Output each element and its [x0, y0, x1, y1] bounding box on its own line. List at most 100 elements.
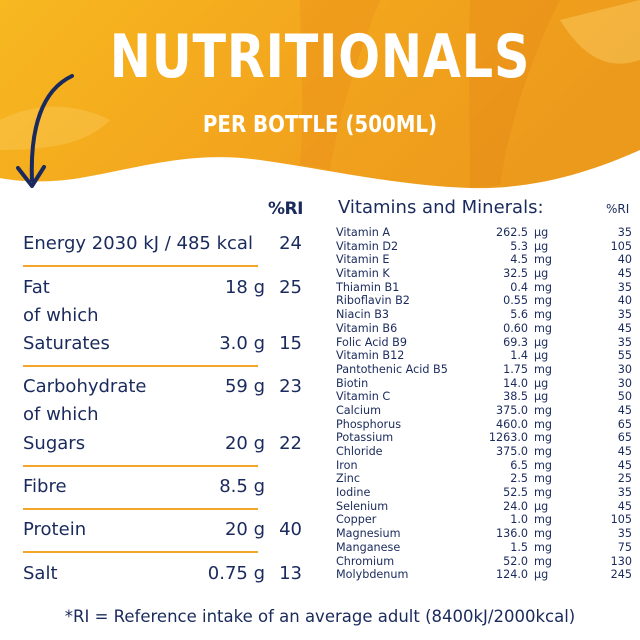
vitamin-value: 6.5: [510, 458, 528, 472]
vitamin-row: Magnesium 136.0 mg 35: [336, 527, 632, 541]
vitamin-row: Phosphorus 460.0 mg 65: [336, 418, 632, 432]
vitamin-row: Vitamin C 38.5 µg 50: [336, 390, 632, 404]
vitamin-unit: µg: [534, 239, 549, 253]
vitamin-ri: 45: [617, 267, 632, 281]
vitamin-unit: mg: [534, 486, 552, 500]
vitamin-ri: 245: [610, 568, 632, 582]
vitamin-name: Potassium: [336, 431, 394, 445]
curved-arrow-down-icon: [16, 74, 74, 188]
vitamin-unit: mg: [534, 294, 552, 308]
vitamin-unit: µg: [534, 390, 549, 404]
nutrient-ri: 15: [279, 333, 302, 354]
vitamin-ri: 105: [610, 239, 632, 253]
vitamin-name: Folic Acid B9: [336, 335, 407, 349]
vitamin-value: 1263.0: [488, 431, 528, 445]
nutrient-amount: 18 g: [224, 277, 265, 298]
vitamin-row: Vitamin K 32.5 µg 45: [336, 267, 632, 281]
vitamin-name: Vitamin K: [336, 267, 390, 281]
vitamin-value: 14.0: [503, 376, 528, 390]
vitamin-value: 136.0: [495, 527, 528, 541]
divider: [23, 365, 258, 367]
vitamin-ri: 35: [617, 486, 632, 500]
divider: [23, 465, 258, 467]
vitamin-ri: 45: [617, 403, 632, 417]
vitamin-unit: µg: [534, 568, 549, 582]
vitamins-minerals-list: Vitamin A 262.5 µg 35 Vitamin D2 5.3 µg 105 Vita…: [336, 226, 632, 582]
nutrient-ri: 40: [279, 519, 302, 540]
vitamin-row: Iron 6.5 mg 45: [336, 459, 632, 473]
vitamin-ri: 45: [617, 499, 632, 513]
vitamin-name: Selenium: [336, 499, 389, 513]
vitamin-name: Calcium: [336, 403, 382, 417]
nutrient-label: Sugars: [23, 433, 86, 454]
vitamin-value: 0.60: [503, 321, 528, 335]
vitamin-value: 32.5: [503, 267, 528, 281]
vitamin-name: Vitamin B6: [336, 321, 398, 335]
divider: [23, 551, 258, 553]
vitamin-unit: mg: [534, 253, 552, 267]
nutrition-row-saturates: Saturates 3.0 g 15: [23, 333, 305, 361]
nutrition-row-fat: Fat 18 g 25: [23, 277, 305, 305]
vitamin-value: 5.6: [510, 308, 528, 322]
nutrition-row-fibre: Fibre 8.5 g: [23, 476, 305, 504]
vitamin-row: Pantothenic Acid B5 1.75 mg 30: [336, 363, 632, 377]
vitamin-row: Vitamin B6 0.60 mg 45: [336, 322, 632, 336]
nutrient-label: Fibre: [23, 476, 67, 497]
nutrient-ri: 24: [279, 233, 302, 254]
vitamin-row: Riboflavin B2 0.55 mg 40: [336, 294, 632, 308]
vitamin-name: Copper: [336, 513, 377, 527]
vitamin-value: 38.5: [503, 390, 528, 404]
nutrient-amount: 0.75 g: [207, 563, 265, 584]
vitamin-value: 1.0: [510, 513, 528, 527]
vitamin-value: 375.0: [495, 445, 528, 458]
vitamin-name: Chloride: [336, 445, 383, 458]
divider: [23, 508, 258, 510]
vitamin-row: Vitamin D2 5.3 µg 105: [336, 240, 632, 254]
vitamin-ri: 130: [610, 554, 632, 568]
nutrient-ri: 13: [279, 563, 302, 584]
vitamin-unit: mg: [534, 527, 552, 541]
vitamin-unit: µg: [534, 349, 549, 363]
vitamin-value: 375.0: [495, 403, 528, 417]
vitamin-row: Manganese 1.5 mg 75: [336, 541, 632, 555]
vitamin-row: Vitamin B12 1.4 µg 55: [336, 349, 632, 363]
footnote: *RI = Reference intake of an average adu…: [64, 607, 576, 626]
divider: [23, 265, 258, 267]
vitamin-ri: 65: [617, 431, 632, 445]
nutrient-amount: 3.0 g: [219, 333, 265, 354]
page-title: NUTRITIONALS: [109, 22, 531, 92]
nutrient-amount: 59 g: [224, 376, 265, 397]
vitamin-unit: µg: [534, 499, 549, 513]
vitamin-value: 4.5: [510, 253, 528, 267]
vitamin-unit: mg: [534, 308, 552, 322]
vitamin-unit: mg: [534, 445, 552, 458]
nutrient-ri: 23: [279, 376, 302, 397]
page-subtitle: PER BOTTLE (500ML): [202, 112, 438, 138]
nutrition-row-of-which: of which: [23, 404, 305, 432]
nutrient-amount: 20 g: [224, 433, 265, 454]
vitamin-value: 5.3: [510, 239, 528, 253]
vitamin-ri: 40: [617, 294, 632, 308]
vitamin-value: 124.0: [495, 568, 528, 582]
vitamin-row: Molybdenum 124.0 µg 245: [336, 568, 632, 582]
vitamin-value: 0.4: [510, 280, 528, 294]
vitamin-value: 0.55: [503, 294, 528, 308]
vitamin-name: Niacin B3: [336, 308, 390, 322]
vitamin-name: Thiamin B1: [336, 280, 400, 294]
vitamin-value: 1.4: [510, 349, 528, 363]
vitamin-name: Iron: [336, 458, 358, 472]
vitamin-name: Pantothenic Acid B5: [336, 362, 448, 376]
vitamin-row: Vitamin E 4.5 mg 40: [336, 253, 632, 267]
nutrition-row-salt: Salt 0.75 g 13: [23, 563, 305, 591]
vitamin-ri: 105: [610, 513, 632, 527]
nutrient-ri: 22: [279, 433, 302, 454]
vitamin-value: 1.5: [510, 540, 528, 554]
nutrient-label: of which: [23, 305, 99, 326]
vitamins-ri-column-header: %RI: [606, 202, 630, 216]
vitamin-unit: µg: [534, 376, 549, 390]
vitamin-row: Chloride 375.0 mg 45: [336, 445, 632, 459]
nutrient-label: Saturates: [23, 333, 110, 354]
vitamins-minerals-heading: Vitamins and Minerals:: [338, 197, 544, 218]
nutrient-label: Salt: [23, 563, 58, 584]
